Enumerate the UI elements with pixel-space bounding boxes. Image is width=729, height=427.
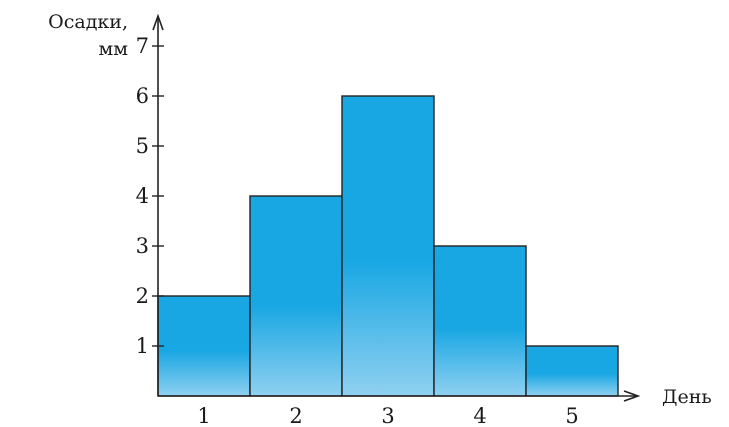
x-category-label: 4 <box>473 404 486 427</box>
y-tick-label: 7 <box>136 34 149 58</box>
bar-day-2 <box>249 195 343 397</box>
bar-day-3 <box>341 95 435 397</box>
x-labels-group: 1 2 3 4 5 <box>197 404 578 427</box>
x-axis-title: День <box>662 386 712 408</box>
x-category-label: 1 <box>197 404 210 427</box>
bars-group <box>157 95 619 397</box>
x-category-label: 3 <box>381 404 394 427</box>
x-category-label: 5 <box>565 404 578 427</box>
y-tick-label: 4 <box>136 184 149 208</box>
axes-group <box>152 13 641 402</box>
x-axis-arrow <box>623 390 641 402</box>
bar-day-4 <box>433 245 527 397</box>
y-tick-label: 3 <box>136 234 149 258</box>
y-tick-label: 6 <box>136 84 149 108</box>
y-ticks-group: 1 2 3 4 5 6 7 <box>136 34 164 358</box>
y-axis-arrow <box>152 13 164 31</box>
y-tick-label: 1 <box>136 334 149 358</box>
y-tick-label: 5 <box>136 134 149 158</box>
y-tick-label: 2 <box>136 284 149 308</box>
x-category-label: 2 <box>289 404 302 427</box>
bar-day-5 <box>525 345 619 397</box>
bar-day-1 <box>157 295 251 397</box>
y-axis-title-line2: мм <box>98 38 128 60</box>
y-axis-title-line1: Осадки, <box>48 11 128 33</box>
